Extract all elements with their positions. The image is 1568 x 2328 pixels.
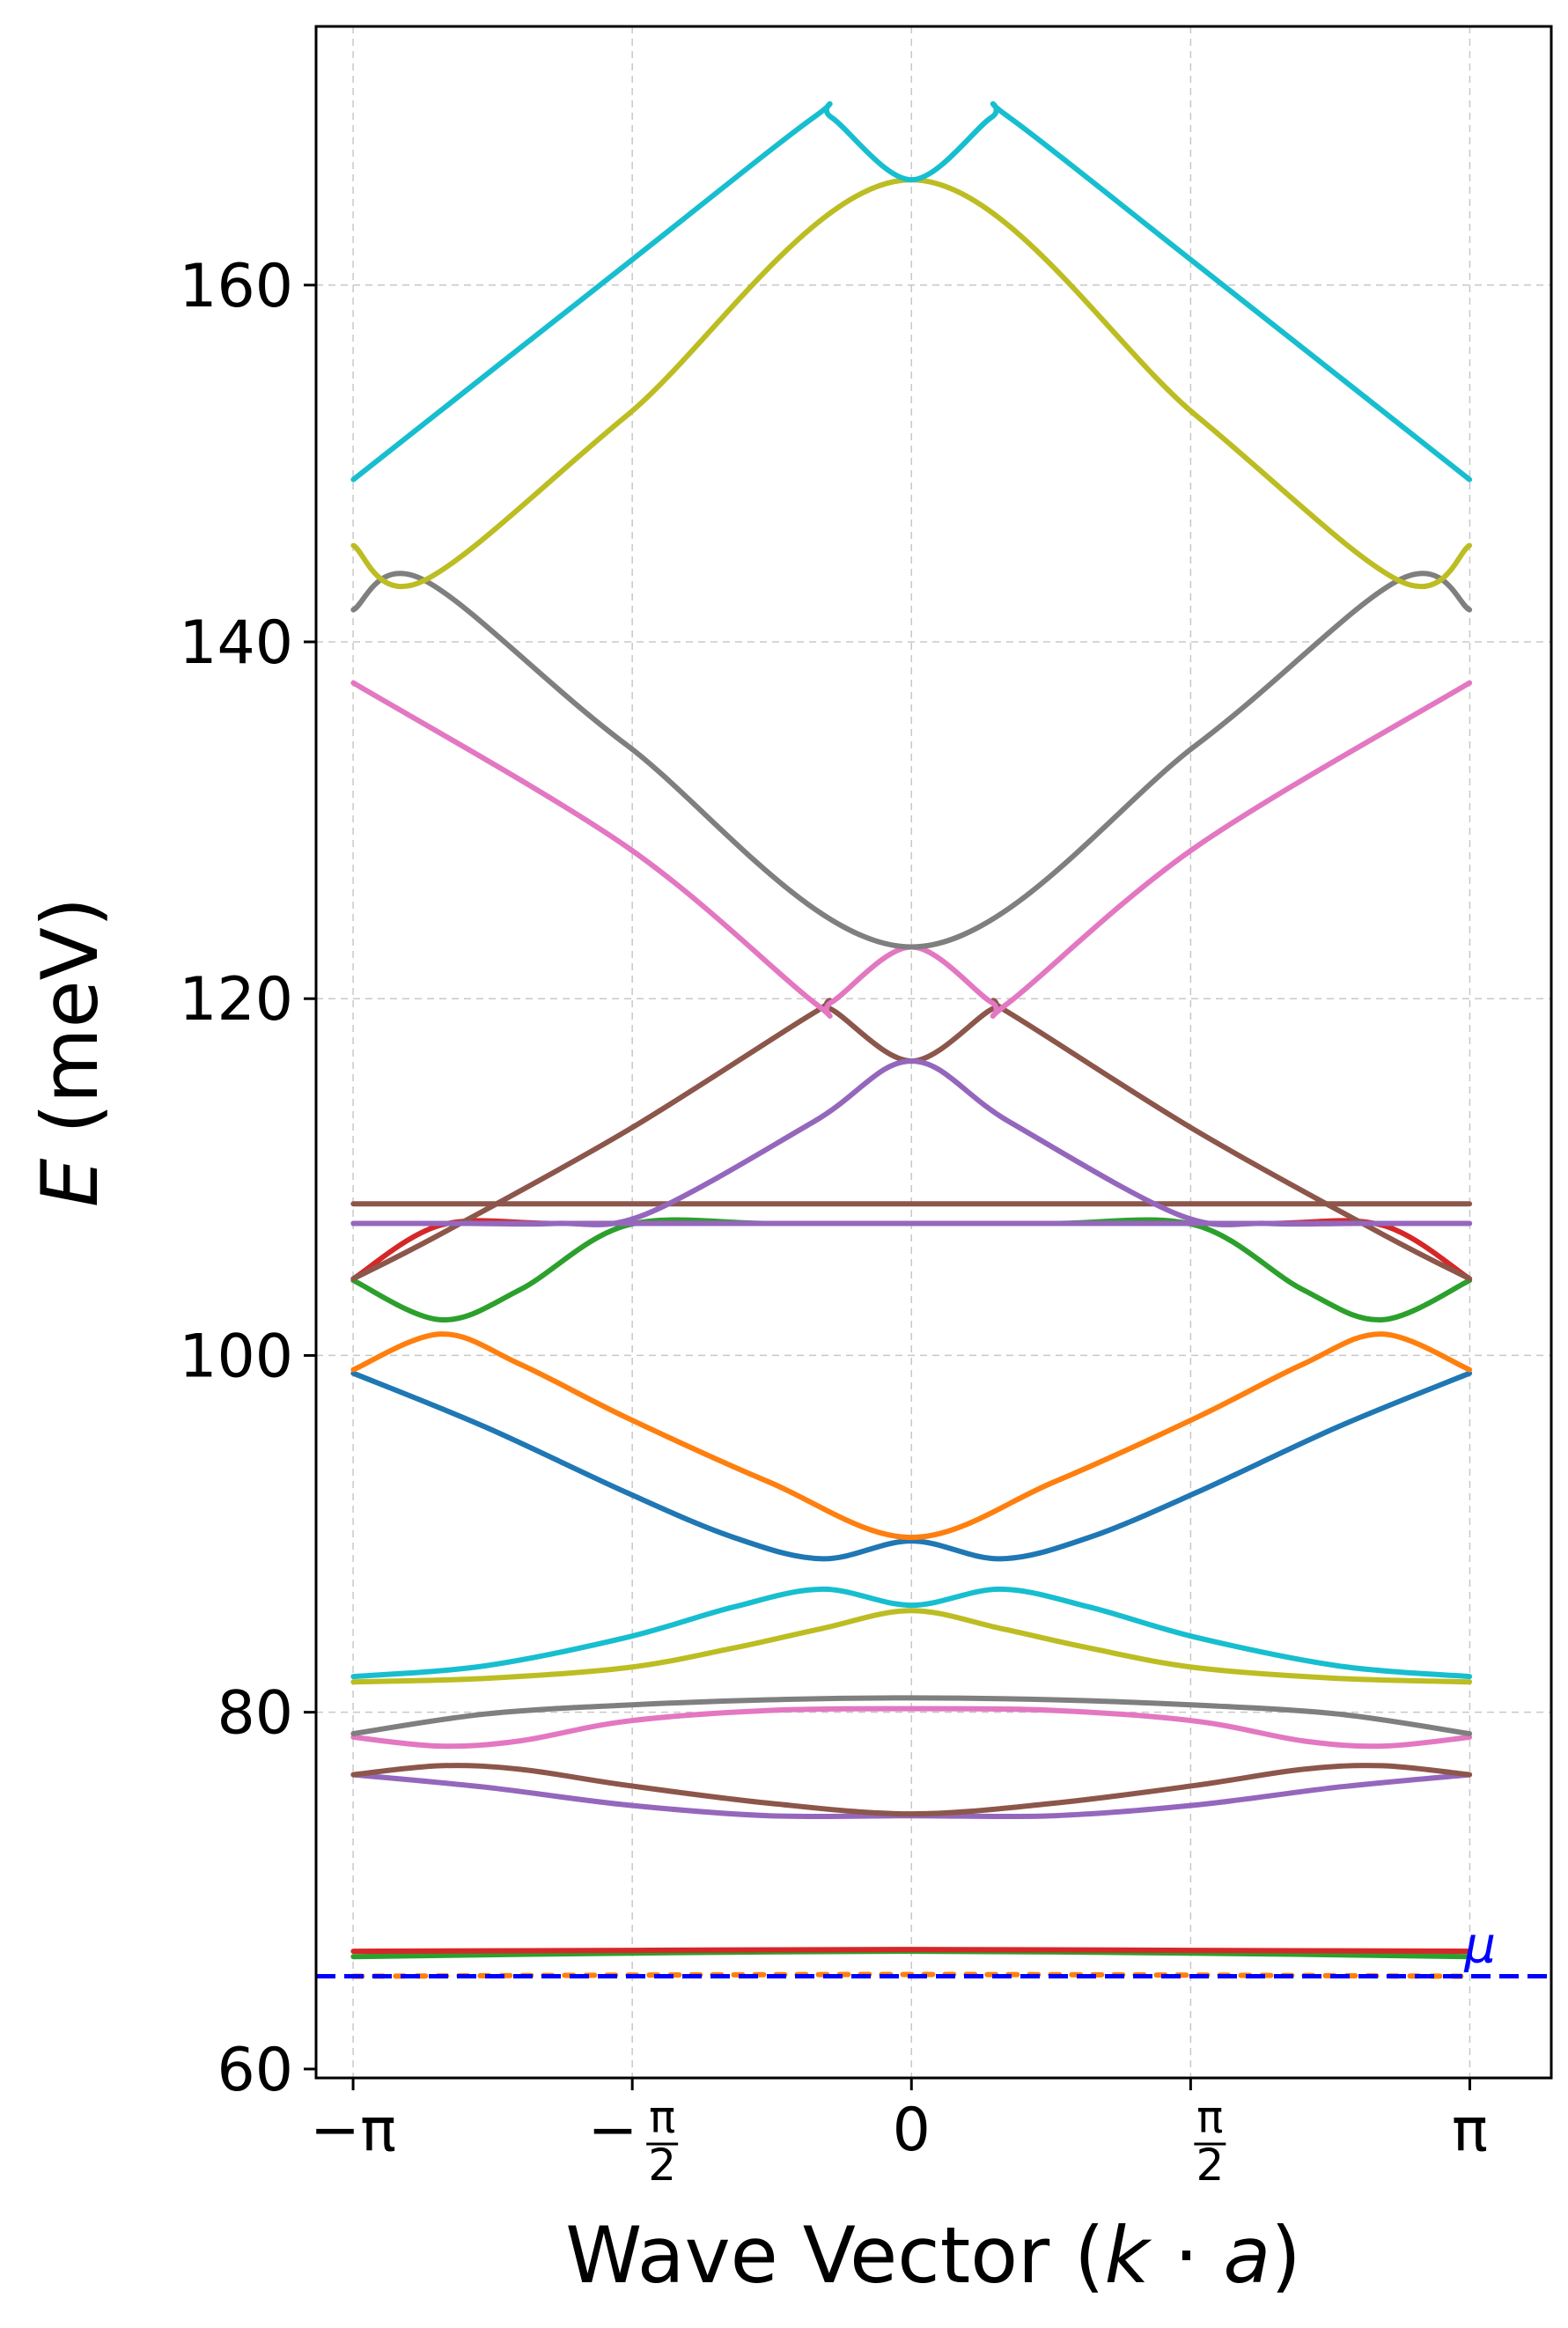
band-line-19 bbox=[350, 571, 1473, 950]
x-tick-label-numerator: π bbox=[1196, 2092, 1223, 2143]
y-tick-label: 80 bbox=[217, 1679, 293, 1749]
y-tick-label: 100 bbox=[179, 1322, 293, 1391]
x-tick-label: −π bbox=[310, 2096, 396, 2165]
x-tick-label-sign: − bbox=[588, 2096, 638, 2165]
y-axis-label: E (meV) bbox=[25, 897, 115, 1207]
y-tick-label: 140 bbox=[179, 608, 293, 678]
band-line-5 bbox=[350, 1763, 1473, 1817]
x-tick-label-denominator: 2 bbox=[1196, 2140, 1224, 2191]
band-line-7 bbox=[350, 1695, 1473, 1736]
x-tick-label: π bbox=[1452, 2096, 1488, 2165]
band-line-10 bbox=[350, 1370, 1473, 1562]
grid bbox=[316, 26, 1551, 2078]
band-line-11 bbox=[350, 1331, 1473, 1541]
chemical-potential-group: μ bbox=[316, 1918, 1551, 1979]
band-line-6 bbox=[350, 1705, 1473, 1750]
x-tick-label-denominator: 2 bbox=[648, 2140, 676, 2191]
band-line-9 bbox=[350, 1586, 1473, 1680]
band-line-3 bbox=[350, 1947, 1473, 1955]
y-tick-label: 120 bbox=[179, 965, 293, 1035]
plot-frame bbox=[314, 25, 1553, 2080]
band-line-17 bbox=[350, 1058, 1473, 1227]
band-line-21 bbox=[350, 101, 1473, 483]
x-tick-label-numerator: π bbox=[649, 2092, 675, 2143]
chemical-potential-label: μ bbox=[1463, 1918, 1496, 1975]
y-tick-label: 160 bbox=[179, 252, 293, 321]
y-tick-label: 60 bbox=[217, 2036, 293, 2105]
x-axis-label: Wave Vector (k · a) bbox=[565, 2210, 1300, 2301]
x-tick-label: 0 bbox=[893, 2096, 931, 2165]
band-line-8 bbox=[350, 1608, 1473, 1685]
